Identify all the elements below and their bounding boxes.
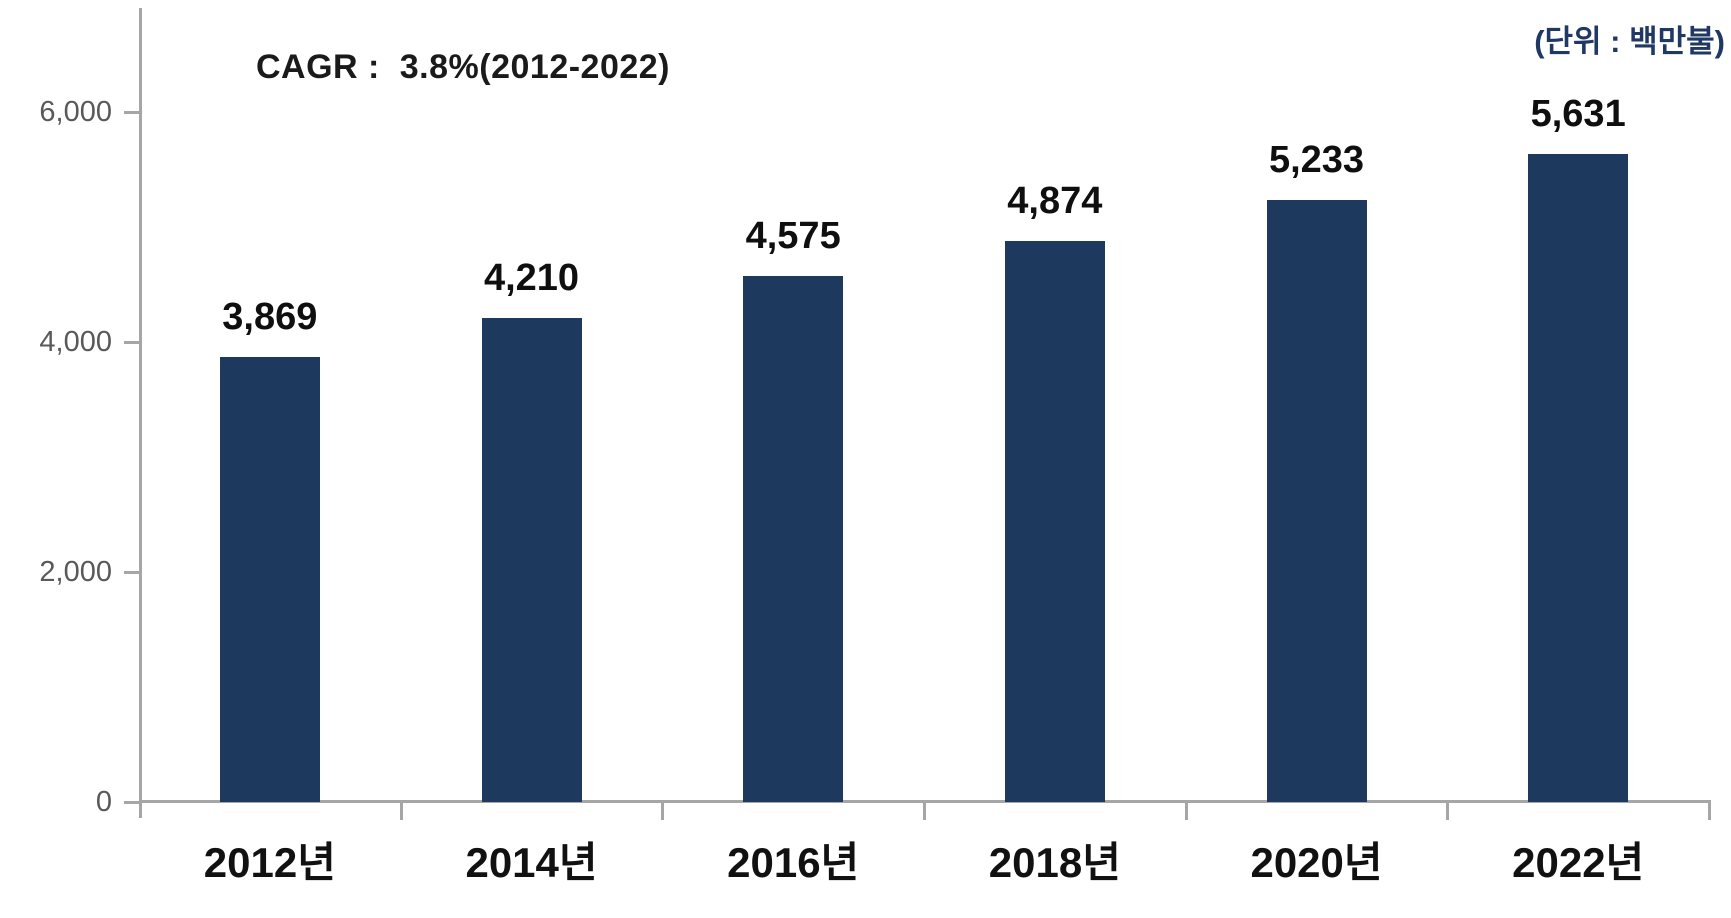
x-axis-category-label: 2012년 bbox=[203, 839, 336, 886]
y-axis-tick bbox=[124, 571, 139, 574]
x-axis-tick bbox=[661, 802, 664, 820]
y-axis-tick-label: 2,000 bbox=[39, 556, 112, 588]
bar bbox=[743, 276, 843, 802]
y-axis-tick-label: 4,000 bbox=[39, 326, 112, 358]
bar-value-label: 5,631 bbox=[1530, 93, 1626, 135]
bar bbox=[482, 318, 582, 802]
x-axis-tick bbox=[1446, 802, 1449, 820]
y-axis-tick-label: 6,000 bbox=[39, 96, 112, 128]
y-axis-line bbox=[139, 8, 142, 818]
y-axis-tick bbox=[124, 801, 139, 804]
bar bbox=[220, 357, 320, 802]
bar bbox=[1005, 241, 1105, 802]
y-axis-tick-label: 0 bbox=[95, 786, 112, 818]
bar-value-label: 4,210 bbox=[483, 257, 580, 299]
y-axis-tick bbox=[124, 111, 139, 114]
bar-value-label: 4,575 bbox=[745, 215, 841, 257]
x-axis-tick bbox=[1708, 802, 1711, 820]
bar-value-label: 5,233 bbox=[1268, 139, 1365, 181]
x-axis-tick bbox=[1185, 802, 1188, 820]
bar-value-label: 4,874 bbox=[1007, 180, 1103, 222]
bar-value-label: 3,869 bbox=[222, 296, 318, 338]
x-axis-line bbox=[139, 800, 1711, 803]
y-axis-tick bbox=[124, 341, 139, 344]
x-axis-tick bbox=[400, 802, 403, 820]
bar bbox=[1267, 200, 1367, 802]
cagr-annotation: CAGR : 3.8%(2012-2022) bbox=[256, 48, 671, 86]
x-axis-category-label: 2014년 bbox=[465, 839, 598, 886]
x-axis-category-label: 2018년 bbox=[988, 839, 1121, 886]
x-axis-category-label: 2016년 bbox=[727, 839, 860, 886]
x-axis-tick bbox=[923, 802, 926, 820]
x-axis-category-label: 2022년 bbox=[1512, 839, 1645, 886]
unit-note: (단위 : 백만불) bbox=[1534, 24, 1725, 59]
x-axis-category-label: 2020년 bbox=[1250, 839, 1383, 886]
bar bbox=[1528, 154, 1628, 802]
